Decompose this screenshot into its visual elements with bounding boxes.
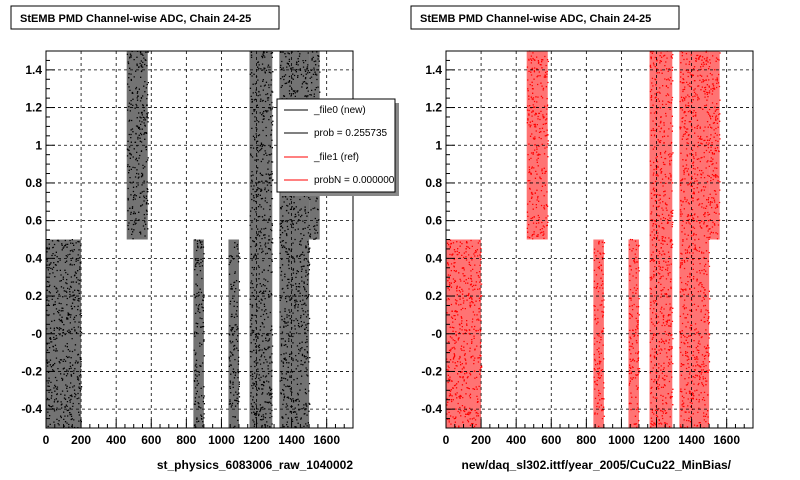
legend-entry-ref: _file1 (ref)	[313, 152, 359, 163]
scatter-points	[228, 242, 241, 429]
y-tick-label: 1.4	[25, 63, 42, 77]
y-tick-label: 0.6	[425, 214, 442, 228]
x-tick-label: 0	[43, 433, 50, 447]
x-tick-label: 1600	[713, 433, 740, 447]
y-tick-label: -0.4	[421, 402, 442, 416]
left-legend: _file0 (new) prob = 0.255735 _file1 (ref…	[276, 98, 399, 196]
y-tick-label: 1	[35, 138, 42, 152]
y-tick-label: -0	[431, 327, 442, 341]
x-tick-label: 0	[443, 433, 450, 447]
x-tick-label: 1200	[243, 433, 270, 447]
x-tick-label: 400	[506, 433, 526, 447]
y-tick-label: 0.2	[25, 289, 42, 303]
y-tick-label: 1	[435, 138, 442, 152]
right-chart-title: StEMB PMD Channel-wise ADC, Chain 24-25	[420, 13, 651, 25]
left-title-box	[10, 5, 280, 30]
scatter-band-fill	[709, 51, 720, 240]
x-tick-label: 1200	[643, 433, 670, 447]
scatter-points	[446, 239, 483, 429]
left-chart-title: StEMB PMD Channel-wise ADC, Chain 24-25	[20, 13, 251, 25]
left-grid	[46, 51, 353, 428]
x-tick-label: 800	[176, 433, 196, 447]
right-title-box	[410, 5, 680, 30]
y-tick-label: -0.2	[421, 364, 442, 378]
x-tick-label: 1400	[278, 433, 305, 447]
scatter-points	[709, 52, 721, 240]
scatter-points	[193, 239, 205, 428]
y-tick-label: -0	[31, 327, 42, 341]
right-panel: StEMB PMD Channel-wise ADC, Chain 24-25 …	[410, 5, 754, 472]
scatter-band	[679, 50, 711, 429]
legend-entry-probn: probN = 0.000000	[314, 175, 395, 186]
x-tick-label: 200	[71, 433, 91, 447]
x-tick-label: 400	[106, 433, 126, 447]
legend-entry-prob: prob = 0.255735	[314, 128, 388, 139]
scatter-band	[709, 51, 721, 240]
y-tick-label: 0.6	[25, 214, 42, 228]
scatter-points	[593, 240, 606, 429]
x-tick-label: 600	[541, 433, 561, 447]
right-data-region	[446, 50, 721, 429]
y-tick-label: 1.2	[25, 101, 42, 115]
legend-box	[276, 98, 396, 193]
y-tick-label: 1.2	[425, 101, 442, 115]
y-tick-label: 0.4	[425, 251, 442, 265]
legend-entry-new: _file0 (new)	[313, 105, 366, 116]
scatter-points	[526, 50, 549, 240]
left-panel: StEMB PMD Channel-wise ADC, Chain 24-25 …	[10, 5, 399, 472]
y-tick-label: 0.2	[425, 289, 442, 303]
y-tick-label: 0.4	[25, 251, 42, 265]
y-tick-label: 0.8	[25, 176, 42, 190]
left-axis-ticks: 0 200 400 600 800 1000 1200 1400 1600 -0.4 -0.2 -0 0…	[21, 50, 354, 447]
scatter-band	[249, 51, 274, 429]
x-tick-label: 1000	[608, 433, 635, 447]
x-tick-label: 1000	[208, 433, 235, 447]
scatter-points	[628, 238, 641, 428]
scatter-points	[249, 51, 274, 429]
y-tick-label: -0.2	[21, 364, 42, 378]
x-tick-label: 200	[471, 433, 491, 447]
scatter-points	[46, 238, 83, 429]
y-tick-label: 0.8	[425, 176, 442, 190]
left-x-axis-title: st_physics_6083006_raw_1040002	[157, 458, 353, 472]
right-x-axis-title: new/daq_sl302.ittf/year_2005/CuCu22_MinB…	[462, 458, 732, 472]
right-axis-ticks: 0 200 400 600 800 1000 1200 1400 1600 -0.4 -0.2 -0 0…	[421, 50, 754, 447]
x-tick-label: 600	[141, 433, 161, 447]
y-tick-label: 1.4	[425, 63, 442, 77]
scatter-points	[126, 50, 149, 240]
x-tick-label: 1400	[678, 433, 705, 447]
y-tick-label: -0.4	[21, 402, 42, 416]
x-tick-label: 800	[576, 433, 596, 447]
x-tick-label: 1600	[313, 433, 340, 447]
right-grid	[446, 51, 753, 428]
